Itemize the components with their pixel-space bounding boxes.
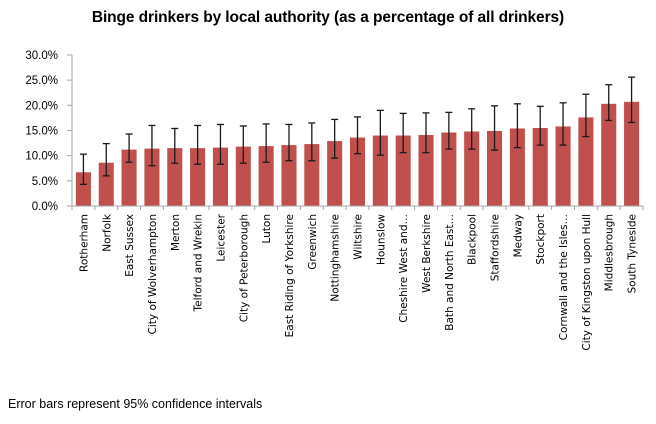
y-axis: 0.0% 5.0% 10.0% 15.0% 20.0% 25.0% 30.0%	[25, 50, 73, 213]
error-bar	[102, 142, 110, 177]
bar	[578, 117, 594, 206]
bar	[395, 135, 411, 206]
error-bar	[308, 122, 316, 162]
bar	[98, 162, 114, 206]
x-tick-label: Stockport	[535, 214, 547, 265]
x-tick-label: Blackpool	[467, 214, 479, 265]
error-bar	[376, 109, 384, 156]
bar	[304, 144, 320, 206]
x-tick-label: City of Wolverhampton	[147, 214, 159, 334]
x-axis: Rotherham Norfolk East Sussex City of Wolve…	[71, 205, 644, 351]
y-tick-label: 10.0%	[25, 151, 58, 163]
x-tick-label: Luton	[261, 214, 273, 244]
y-tick-label: 15.0%	[25, 126, 58, 138]
error-bar	[79, 153, 87, 186]
x-tick-label: Staffordshire	[490, 214, 502, 281]
bar	[509, 128, 525, 206]
error-bar	[354, 116, 361, 155]
error-bar	[582, 93, 590, 138]
error-bar	[171, 127, 179, 164]
bar	[212, 147, 228, 206]
bar	[75, 172, 91, 206]
bar	[601, 103, 617, 206]
bar	[487, 131, 503, 206]
error-bar	[285, 123, 293, 162]
bar	[555, 126, 571, 206]
error-bar	[422, 112, 430, 154]
bars	[75, 101, 640, 206]
x-tick-label: Cheshire West and…	[398, 214, 410, 323]
bar	[190, 148, 206, 206]
x-tick-label: South Tyneside	[627, 214, 639, 293]
y-tick-label: 5.0%	[32, 176, 58, 188]
error-bar	[491, 105, 499, 151]
x-tick-label: Middlesbrough	[604, 214, 616, 291]
y-tick-label: 25.0%	[25, 75, 58, 87]
bar	[441, 132, 457, 206]
bar	[281, 145, 297, 206]
x-tick-label: Rotherham	[78, 214, 90, 272]
bar	[235, 146, 251, 206]
bar-chart: 0.0% 5.0% 10.0% 15.0% 20.0% 25.0% 30.0% Rother…	[25, 50, 644, 351]
error-bar	[536, 105, 544, 146]
error-bar	[605, 84, 613, 122]
error-bar	[445, 111, 453, 150]
x-tick-label: Norfolk	[101, 213, 113, 252]
bar	[327, 141, 343, 206]
error-bar	[125, 133, 133, 163]
x-tick-label: Bath and North East…	[444, 214, 456, 331]
error-bar	[468, 108, 476, 150]
x-tick-label: East Riding of Yorkshire	[284, 214, 296, 337]
chart-title: Binge drinkers by local authority (as a …	[91, 9, 565, 26]
error-bar	[194, 124, 202, 165]
footnote: Error bars represent 95% confidence inte…	[8, 397, 263, 411]
bar	[258, 146, 274, 206]
x-tick-label: City of Kingston upon Hull	[581, 214, 593, 351]
error-bar	[559, 102, 567, 146]
bar	[167, 148, 183, 206]
error-bar	[239, 125, 247, 164]
bar	[532, 127, 548, 206]
y-tick-label: 30.0%	[25, 50, 58, 62]
error-bar	[262, 123, 270, 163]
error-bar	[216, 123, 224, 165]
bar	[121, 149, 137, 206]
bar	[349, 137, 366, 206]
x-tick-label: Leicester	[215, 213, 227, 261]
error-bar	[148, 124, 156, 167]
x-tick-label: Telford and Wrekin	[193, 214, 205, 312]
y-tick-label: 0.0%	[32, 201, 58, 213]
error-bar	[513, 103, 521, 149]
x-tick-label: Merton	[170, 214, 182, 251]
bar	[144, 148, 160, 206]
x-tick-label: Nottinghamshire	[330, 214, 342, 302]
error-bar	[331, 118, 339, 159]
x-tick-label: Medway	[512, 214, 524, 257]
x-tick-label: City of Peterborough	[238, 214, 250, 322]
error-bar	[628, 76, 636, 124]
bar	[418, 135, 434, 206]
bar	[372, 135, 388, 206]
x-tick-label: East Sussex	[124, 214, 136, 277]
error-bar	[399, 112, 407, 154]
x-tick-label: Hounslow	[375, 214, 387, 265]
x-tick-label: Wiltshire	[353, 214, 365, 260]
x-tick-label: West Berkshire	[421, 214, 433, 293]
x-tick-label: Cornwall and the Isles…	[558, 214, 570, 340]
y-tick-label: 20.0%	[25, 100, 58, 112]
x-tick-label: Greenwich	[307, 214, 319, 270]
bar	[624, 101, 640, 206]
bar	[464, 131, 480, 206]
error-bars	[79, 76, 636, 186]
